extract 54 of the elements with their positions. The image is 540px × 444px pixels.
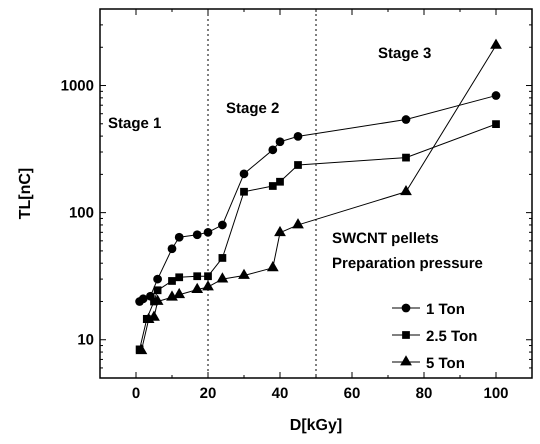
point xyxy=(192,230,202,240)
point xyxy=(204,272,212,280)
point xyxy=(168,244,176,254)
point xyxy=(153,274,162,284)
legend-label: 2.5 Ton xyxy=(426,328,478,345)
annotation: Stage 3 xyxy=(378,45,432,62)
annotation: Stage 2 xyxy=(226,100,280,117)
x-tick-label: 60 xyxy=(344,385,360,402)
point xyxy=(146,292,155,301)
point xyxy=(400,184,412,196)
point xyxy=(266,261,279,272)
point xyxy=(492,91,500,100)
y-tick-label: 100 xyxy=(68,204,94,222)
x-tick-label: 40 xyxy=(272,385,288,402)
point xyxy=(175,273,184,282)
point xyxy=(274,226,286,236)
point xyxy=(218,254,226,262)
point xyxy=(174,232,184,242)
point xyxy=(294,132,302,141)
legend-label: 1 Ton xyxy=(426,301,465,318)
point xyxy=(154,286,162,294)
point xyxy=(276,137,284,146)
y-tick-label: 1000 xyxy=(60,78,94,95)
point xyxy=(240,188,248,196)
y-axis-title: TL[nC] xyxy=(17,168,34,220)
point xyxy=(138,294,148,304)
point xyxy=(168,277,176,285)
point xyxy=(268,145,278,154)
point xyxy=(218,220,227,230)
x-tick-label: 80 xyxy=(416,385,432,402)
point xyxy=(268,182,277,190)
point xyxy=(193,272,202,280)
point xyxy=(191,282,204,293)
legend-label: 5 Ton xyxy=(426,355,465,372)
point xyxy=(294,161,302,169)
annotation: Stage 1 xyxy=(108,115,162,132)
point xyxy=(166,290,178,301)
point xyxy=(216,272,228,282)
point xyxy=(292,218,304,228)
legend-title: SWCNT pellets Preparation pressure xyxy=(332,230,483,272)
x-tick-label: 100 xyxy=(483,385,509,402)
point xyxy=(204,228,212,237)
point xyxy=(240,169,248,178)
point xyxy=(402,154,410,162)
y-tick-label: 10 xyxy=(77,332,94,349)
point xyxy=(276,178,284,186)
point xyxy=(492,120,500,128)
point xyxy=(173,288,186,298)
x-tick-label: 0 xyxy=(132,385,140,402)
point xyxy=(238,268,250,279)
point xyxy=(402,115,410,124)
x-tick-label: 20 xyxy=(200,385,216,402)
x-axis-title: D[kGy] xyxy=(290,417,342,434)
point xyxy=(202,280,214,290)
